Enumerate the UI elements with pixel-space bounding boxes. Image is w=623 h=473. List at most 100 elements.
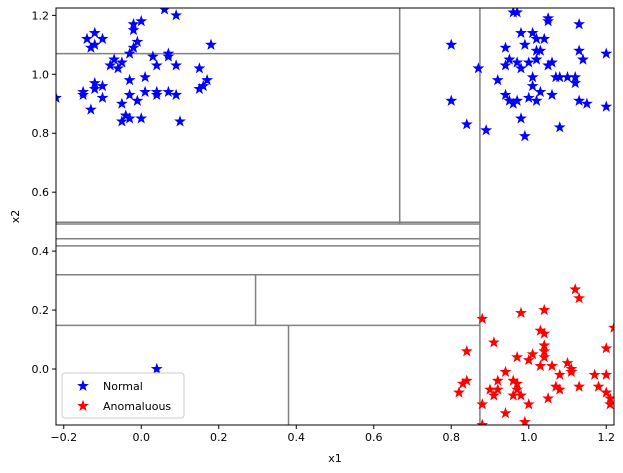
anomalous-point bbox=[565, 365, 578, 377]
normal-point bbox=[518, 38, 531, 50]
anomalous-point bbox=[522, 398, 535, 410]
normal-point bbox=[507, 97, 520, 109]
normal-point bbox=[511, 8, 524, 18]
normal-point bbox=[538, 32, 551, 44]
normal-point bbox=[580, 97, 593, 109]
normal-point bbox=[573, 44, 586, 56]
normal-point bbox=[507, 8, 520, 18]
anomalous-point bbox=[604, 398, 614, 410]
y-tick-label: 0.0 bbox=[32, 363, 50, 376]
normal-point bbox=[503, 53, 516, 65]
normal-point bbox=[88, 82, 101, 95]
x-tick-label: 1.2 bbox=[598, 431, 616, 444]
normal-point bbox=[56, 91, 62, 103]
anomalous-point bbox=[600, 342, 613, 354]
anomalous-point bbox=[491, 383, 504, 395]
anomalous-point bbox=[511, 377, 524, 389]
normal-point bbox=[445, 38, 458, 50]
normal-point bbox=[115, 97, 128, 109]
anomalous-point bbox=[588, 368, 601, 380]
normal-point bbox=[480, 124, 493, 136]
normal-point bbox=[201, 74, 214, 86]
anomalous-point bbox=[526, 348, 539, 360]
x-tick-label: 0.8 bbox=[443, 431, 461, 444]
anomalous-point bbox=[538, 351, 551, 363]
normal-point bbox=[170, 88, 183, 100]
normal-point bbox=[193, 62, 206, 74]
anomalous-point bbox=[460, 345, 473, 357]
normal-point bbox=[123, 88, 136, 100]
normal-point bbox=[104, 59, 117, 71]
anomalous-point bbox=[499, 407, 512, 419]
normal-point bbox=[139, 85, 152, 98]
normal-point bbox=[515, 62, 527, 74]
anomalous-point bbox=[507, 389, 520, 401]
anomalous-point bbox=[538, 303, 551, 316]
legend-item-anomalous: Anomaluous bbox=[77, 399, 171, 413]
normal-point bbox=[108, 53, 121, 65]
normal-point bbox=[515, 112, 527, 124]
normal-point bbox=[135, 15, 148, 27]
anomalous-point bbox=[487, 389, 500, 401]
legend-marker-normal bbox=[77, 379, 89, 392]
anomalous-point bbox=[511, 351, 524, 363]
anomalous-point bbox=[453, 386, 465, 398]
anomalous-point bbox=[534, 324, 547, 336]
anomalous-point bbox=[484, 383, 496, 395]
normal-point bbox=[139, 71, 152, 83]
normal-point bbox=[530, 53, 543, 65]
anomalous-point bbox=[573, 292, 586, 304]
normal-point bbox=[569, 71, 582, 83]
x-tick-label: 0.4 bbox=[288, 431, 306, 444]
anomalous-point bbox=[522, 353, 535, 366]
x-axis-label: x1 bbox=[328, 452, 342, 465]
y-tick-label: 0.2 bbox=[32, 304, 50, 317]
normal-point bbox=[503, 94, 516, 106]
anomalous-point bbox=[546, 359, 558, 372]
anomalous-point bbox=[491, 374, 504, 386]
normal-point bbox=[170, 59, 183, 71]
normal-point bbox=[522, 91, 535, 103]
normal-point bbox=[119, 109, 132, 121]
normal-point bbox=[499, 88, 512, 100]
anomalous-point bbox=[511, 383, 524, 395]
normal-point bbox=[197, 79, 210, 92]
normal-point bbox=[123, 47, 136, 59]
legend-label-normal: Normal bbox=[103, 380, 143, 393]
normal-point bbox=[174, 115, 186, 127]
anomalous-point bbox=[600, 368, 613, 380]
y-tick-label: 1.0 bbox=[32, 68, 50, 81]
anomalous-point bbox=[573, 380, 586, 392]
anomalous-point bbox=[515, 306, 527, 319]
anomalous-point bbox=[476, 398, 489, 410]
normal-point bbox=[460, 118, 473, 130]
normal-point bbox=[491, 74, 504, 86]
normal-point bbox=[88, 38, 101, 50]
normal-point bbox=[88, 76, 101, 89]
normal-point bbox=[542, 59, 555, 71]
normal-point bbox=[162, 47, 175, 59]
normal-point bbox=[131, 35, 144, 47]
normal-point bbox=[472, 62, 485, 74]
anomalous-point bbox=[499, 365, 512, 377]
plot-area-frame bbox=[55, 7, 615, 426]
y-tick-label: 1.2 bbox=[32, 9, 50, 22]
x-tick-label: −0.2 bbox=[50, 431, 77, 444]
y-axis-label: x2 bbox=[9, 210, 22, 224]
normal-point bbox=[518, 129, 531, 142]
normal-point bbox=[127, 41, 140, 53]
normal-point bbox=[569, 76, 582, 89]
legend-item-normal: Normal bbox=[77, 379, 143, 393]
anomalous-point bbox=[487, 336, 500, 348]
normal-point bbox=[600, 100, 613, 112]
y-tick-label: 0.8 bbox=[32, 127, 50, 140]
normal-point bbox=[96, 91, 109, 103]
anomalous-point bbox=[600, 386, 613, 398]
anomalous-point bbox=[460, 374, 473, 386]
normal-point bbox=[127, 18, 140, 30]
normal-point bbox=[534, 44, 547, 56]
legend-box bbox=[61, 372, 185, 419]
legend: Normal Anomaluous bbox=[61, 372, 185, 419]
anomalous-point bbox=[518, 415, 531, 425]
normal-point bbox=[530, 94, 543, 106]
